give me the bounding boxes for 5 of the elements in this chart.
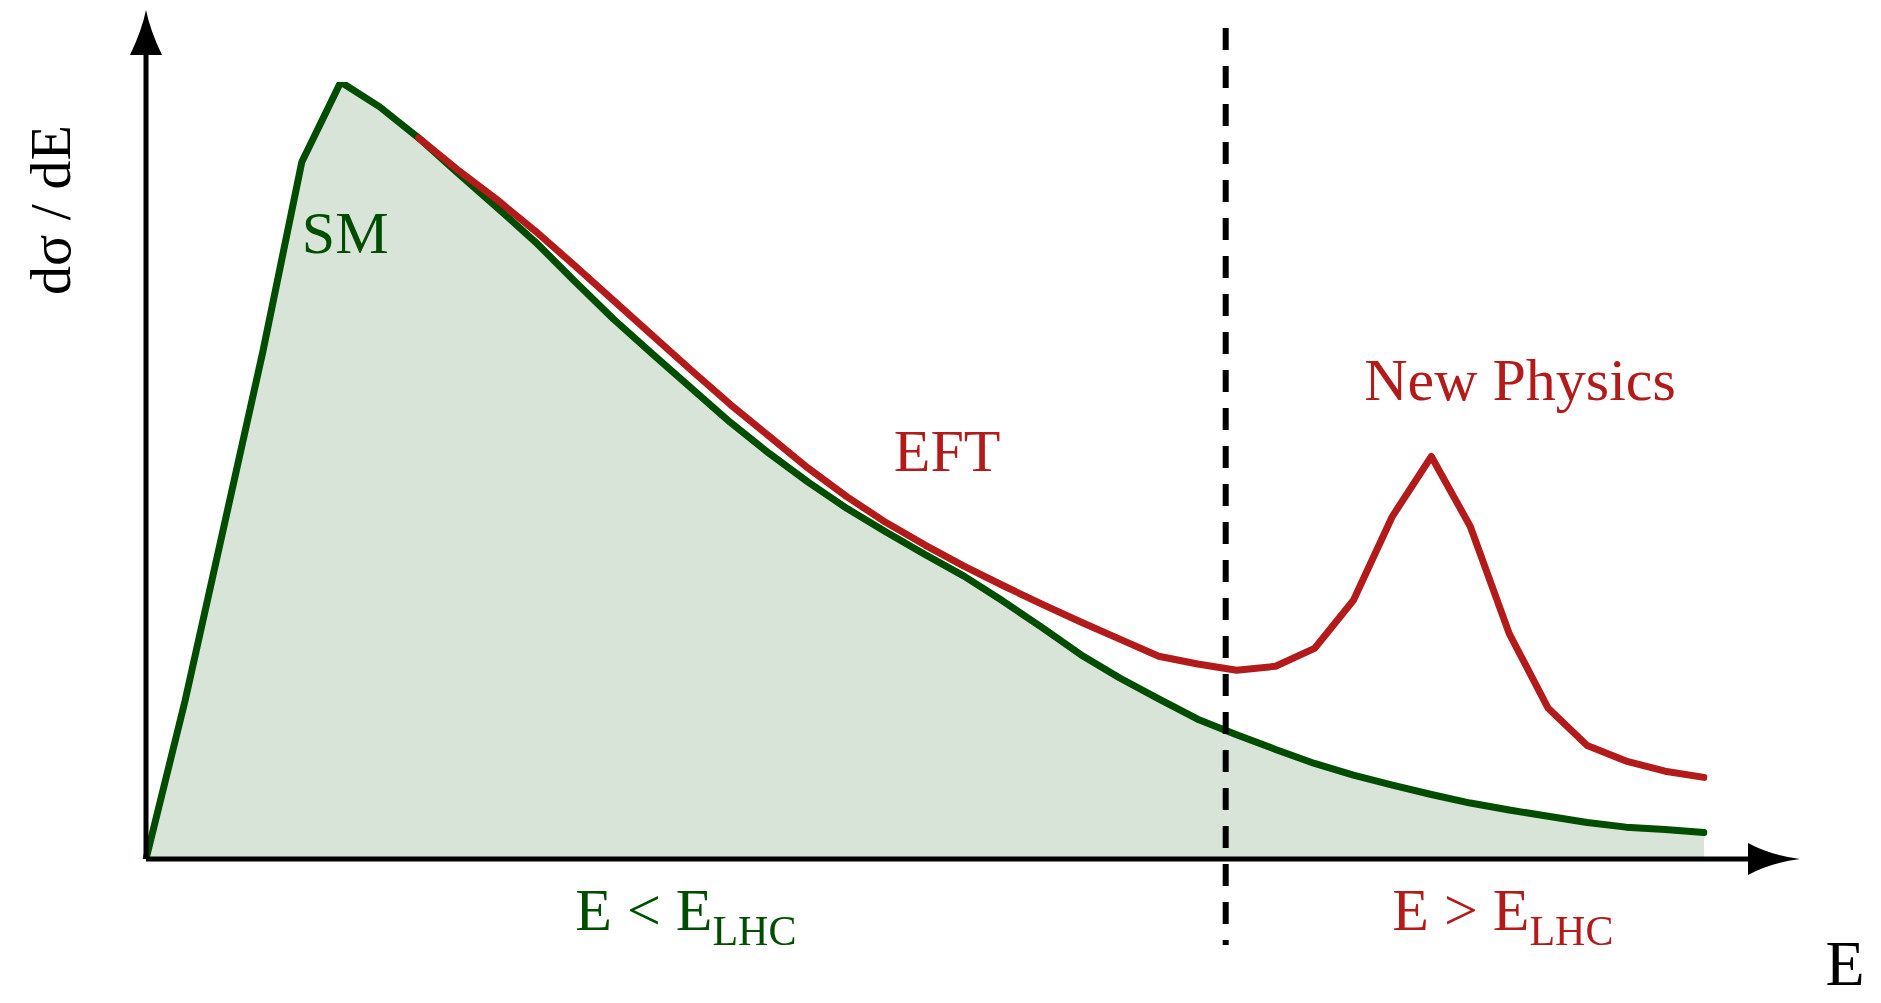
x-axis-title: E (1825, 928, 1865, 999)
series-label: EFT (893, 417, 1001, 484)
annotation: New Physics (1364, 347, 1676, 413)
series-label: SM (301, 199, 389, 266)
y-axis-title: dσ / dE (18, 125, 83, 295)
